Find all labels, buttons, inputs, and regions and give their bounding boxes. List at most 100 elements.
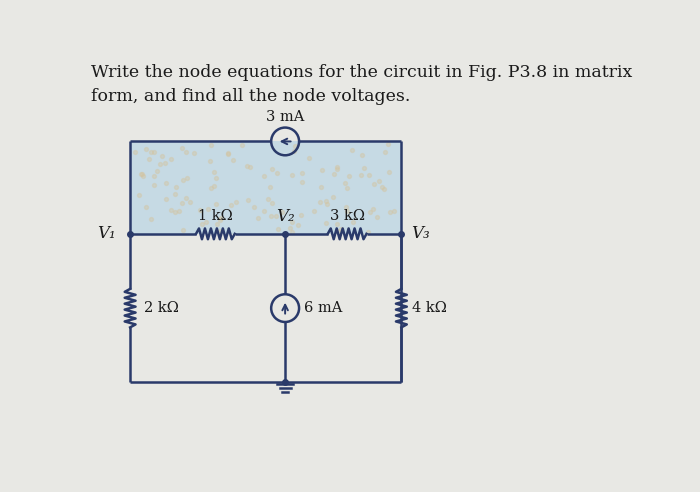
Point (384, 209, 395, 216)
Point (376, 183, 387, 190)
Point (321, 200, 332, 208)
Point (211, 220, 223, 228)
Point (189, 149, 200, 156)
Text: Write the node equations for the circuit in Fig. P3.8 in matrix: Write the node equations for the circuit… (92, 64, 633, 82)
Point (209, 182, 220, 190)
Point (295, 211, 307, 219)
Point (145, 148, 156, 156)
Point (321, 197, 332, 205)
Point (332, 165, 343, 173)
Point (242, 196, 253, 204)
Point (288, 147, 300, 155)
Point (259, 172, 270, 180)
Point (272, 169, 283, 177)
Point (284, 224, 295, 232)
Point (296, 178, 307, 185)
Text: 1 kΩ: 1 kΩ (198, 209, 232, 223)
Point (134, 191, 145, 199)
Point (210, 174, 221, 182)
Point (371, 213, 382, 220)
Point (315, 183, 326, 190)
Point (223, 149, 234, 157)
Point (165, 155, 176, 163)
Point (368, 181, 379, 188)
Point (316, 167, 328, 175)
Point (135, 170, 146, 178)
Point (293, 221, 304, 229)
Point (223, 150, 234, 158)
Point (309, 207, 320, 215)
Point (290, 142, 301, 150)
Point (267, 166, 278, 174)
Point (176, 144, 188, 152)
Text: V₃: V₃ (411, 225, 429, 243)
Point (266, 199, 277, 207)
Point (214, 227, 225, 235)
Point (340, 203, 351, 211)
Point (140, 145, 151, 153)
Text: 6 mA: 6 mA (304, 301, 343, 315)
Point (197, 220, 208, 228)
Point (157, 153, 168, 160)
Point (227, 156, 238, 164)
Point (335, 225, 346, 233)
Point (303, 154, 314, 161)
Point (296, 169, 307, 177)
Point (332, 227, 344, 235)
Point (321, 219, 332, 227)
Point (329, 170, 340, 178)
Point (146, 215, 157, 223)
Point (202, 205, 214, 213)
Point (258, 207, 270, 215)
Point (328, 193, 339, 201)
Point (346, 146, 358, 154)
Point (159, 159, 170, 167)
Point (225, 202, 236, 210)
Point (384, 168, 395, 176)
Point (356, 152, 368, 159)
Point (270, 213, 281, 220)
Point (332, 220, 343, 228)
Text: 4 kΩ: 4 kΩ (412, 301, 447, 315)
Point (205, 184, 216, 192)
Point (231, 198, 242, 206)
Point (200, 218, 211, 226)
Point (248, 203, 260, 211)
Point (237, 141, 248, 149)
Point (214, 216, 225, 224)
Point (181, 148, 192, 156)
Point (194, 207, 205, 215)
Text: form, and find all the node voltages.: form, and find all the node voltages. (92, 88, 411, 104)
Point (315, 198, 326, 206)
Point (148, 181, 159, 189)
Point (363, 171, 374, 179)
Point (160, 195, 172, 203)
Point (176, 199, 188, 207)
Point (177, 176, 188, 184)
Point (262, 195, 274, 203)
Point (184, 198, 195, 206)
Point (364, 208, 375, 216)
Point (272, 225, 284, 233)
Text: 3 mA: 3 mA (266, 111, 304, 124)
Point (178, 226, 189, 234)
Point (368, 205, 379, 213)
Point (253, 214, 264, 222)
Point (264, 184, 275, 191)
Point (180, 194, 191, 202)
Point (141, 204, 152, 212)
Point (342, 184, 353, 192)
Point (373, 177, 384, 184)
Point (209, 168, 220, 176)
Point (136, 170, 148, 178)
Point (332, 163, 343, 171)
Text: 2 kΩ: 2 kΩ (144, 301, 179, 315)
Point (148, 148, 159, 156)
Point (130, 148, 141, 156)
Point (148, 172, 160, 180)
Point (389, 207, 400, 215)
Point (358, 164, 369, 172)
Point (211, 200, 222, 208)
Point (216, 214, 227, 222)
Point (343, 172, 354, 180)
